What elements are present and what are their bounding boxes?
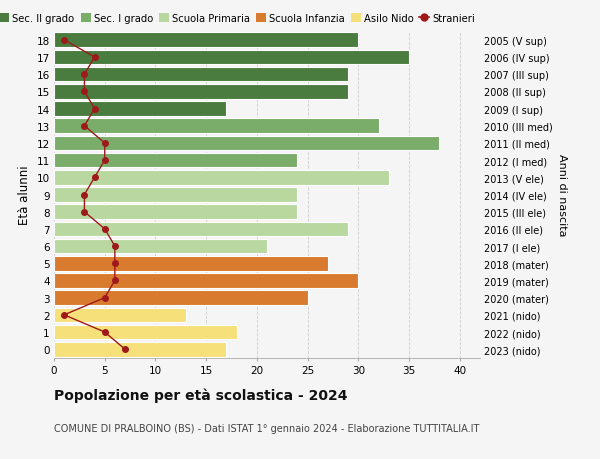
- Bar: [54, 50, 409, 65]
- Bar: [54, 342, 226, 357]
- Bar: [54, 85, 348, 100]
- Bar: [54, 222, 348, 237]
- Bar: [54, 291, 308, 305]
- Bar: [54, 136, 439, 151]
- Bar: [54, 308, 186, 322]
- Text: Popolazione per età scolastica - 2024: Popolazione per età scolastica - 2024: [54, 388, 347, 403]
- Bar: [54, 325, 236, 340]
- Bar: [54, 171, 389, 185]
- Bar: [54, 188, 298, 202]
- Bar: [54, 239, 267, 254]
- Bar: [54, 153, 298, 168]
- Bar: [54, 205, 298, 219]
- Bar: [54, 119, 379, 134]
- Bar: [54, 257, 328, 271]
- Bar: [54, 68, 348, 82]
- Y-axis label: Età alunni: Età alunni: [18, 165, 31, 225]
- Bar: [54, 102, 226, 117]
- Text: COMUNE DI PRALBOINO (BS) - Dati ISTAT 1° gennaio 2024 - Elaborazione TUTTITALIA.: COMUNE DI PRALBOINO (BS) - Dati ISTAT 1°…: [54, 424, 479, 433]
- Y-axis label: Anni di nascita: Anni di nascita: [557, 154, 567, 236]
- Legend: Sec. II grado, Sec. I grado, Scuola Primaria, Scuola Infanzia, Asilo Nido, Stran: Sec. II grado, Sec. I grado, Scuola Prim…: [0, 14, 475, 24]
- Bar: [54, 274, 358, 288]
- Bar: [54, 34, 358, 48]
